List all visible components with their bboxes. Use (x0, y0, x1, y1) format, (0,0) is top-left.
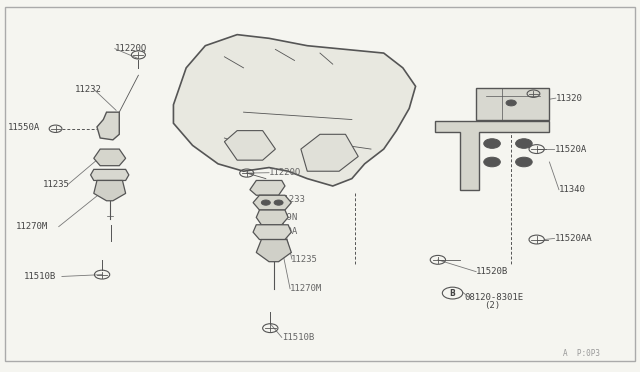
Text: B: B (450, 289, 456, 298)
Polygon shape (256, 210, 288, 225)
Polygon shape (91, 169, 129, 180)
Text: (2): (2) (484, 301, 500, 311)
Text: 11220Q: 11220Q (269, 168, 301, 177)
Polygon shape (94, 180, 125, 201)
Text: 11270M: 11270M (289, 284, 322, 293)
Polygon shape (435, 121, 549, 190)
Text: 11232: 11232 (75, 85, 102, 94)
Text: 11550A: 11550A (266, 227, 298, 235)
Polygon shape (250, 180, 285, 195)
Text: 08120-8301E: 08120-8301E (464, 294, 523, 302)
Circle shape (506, 100, 516, 106)
Text: 11233: 11233 (278, 195, 305, 204)
Text: A  P:0P3: A P:0P3 (563, 350, 600, 359)
Polygon shape (253, 225, 291, 240)
Text: 11340: 11340 (559, 185, 586, 194)
Text: 11550A: 11550A (8, 123, 40, 132)
Text: 11520B: 11520B (476, 267, 508, 276)
Polygon shape (94, 149, 125, 166)
Text: 11520A: 11520A (554, 145, 587, 154)
Circle shape (484, 157, 500, 167)
Text: 11320: 11320 (556, 94, 582, 103)
Circle shape (516, 139, 532, 148)
Text: 11270M: 11270M (15, 222, 47, 231)
Circle shape (516, 157, 532, 167)
Polygon shape (97, 112, 119, 140)
Text: I1510B: I1510B (282, 333, 314, 342)
Polygon shape (173, 35, 415, 186)
Polygon shape (225, 131, 275, 160)
Text: 11235: 11235 (291, 254, 318, 264)
Polygon shape (301, 134, 358, 171)
Circle shape (484, 139, 500, 148)
Text: 11220Q: 11220Q (115, 44, 147, 53)
Polygon shape (256, 240, 291, 262)
FancyBboxPatch shape (476, 88, 549, 119)
Text: 11520AA: 11520AA (554, 234, 592, 243)
Text: 11235: 11235 (43, 180, 70, 189)
Text: 11359N: 11359N (266, 212, 298, 221)
Circle shape (261, 200, 270, 205)
Text: 11510B: 11510B (24, 272, 56, 281)
Polygon shape (253, 195, 291, 210)
Circle shape (274, 200, 283, 205)
